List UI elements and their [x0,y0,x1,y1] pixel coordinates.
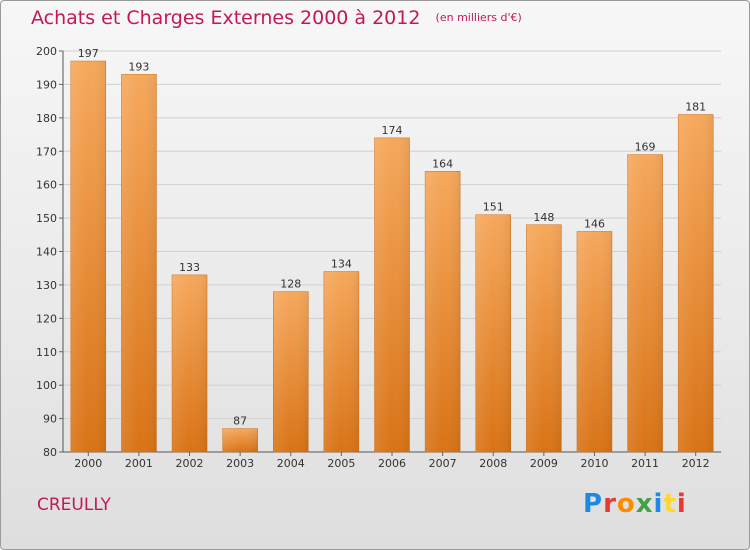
data-label-2012: 181 [685,100,706,113]
data-label-2007: 164 [432,157,453,170]
y-tick-label: 150 [36,212,57,225]
bar-shine-2010 [576,231,612,452]
x-tick-label-2012: 2012 [682,457,710,470]
bar-shine-2009 [526,224,562,452]
data-label-2003: 87 [233,415,247,428]
x-tick-label-2004: 2004 [277,457,305,470]
bar-shine-2002 [172,274,208,452]
data-label-2010: 146 [584,217,605,230]
y-tick-label: 110 [36,346,57,359]
x-tick-label-2002: 2002 [176,457,204,470]
x-tick-label-2008: 2008 [479,457,507,470]
bars [70,60,714,453]
bar-shine-2003 [222,428,258,452]
place-name: CREULLY [37,495,111,515]
y-tick-label: 160 [36,179,57,192]
y-tick-label: 200 [36,45,57,58]
logo-letter: i [676,489,687,519]
y-tick-label: 190 [36,78,57,91]
data-label-2000: 197 [78,47,99,60]
y-tick-label: 170 [36,145,57,158]
x-tick-label-2003: 2003 [226,457,254,470]
title-row: Achats et Charges Externes 2000 à 2012 (… [31,7,522,29]
bar-shine-2012 [678,114,714,452]
x-tick-label-2009: 2009 [530,457,558,470]
y-tick-label: 120 [36,312,57,325]
y-tick-label: 100 [36,379,57,392]
x-tick-label-2010: 2010 [580,457,608,470]
bar-shine-2004 [273,291,309,452]
data-label-2008: 151 [483,201,504,214]
x-tick-label-2001: 2001 [125,457,153,470]
data-label-2006: 174 [382,124,403,137]
x-tick-label-2011: 2011 [631,457,659,470]
x-tick-label-2006: 2006 [378,457,406,470]
bar-shine-2007 [425,171,461,453]
y-tick-label: 80 [43,446,57,459]
data-label-2001: 193 [128,60,149,73]
bar-shine-2006 [374,137,410,452]
y-tick-label: 130 [36,279,57,292]
logo-letter: t [663,489,677,519]
logo-letter: x [635,489,654,519]
y-tick-label: 140 [36,246,57,259]
x-tick-label-2000: 2000 [74,457,102,470]
chart-subtitle: (en milliers d'€) [435,11,522,24]
bar-shine-2008 [475,214,511,452]
data-label-2009: 148 [533,211,554,224]
chart-title: Achats et Charges Externes 2000 à 2012 [31,7,421,29]
data-label-2002: 133 [179,261,200,274]
proxiti-logo: Proxiti [583,489,687,519]
bar-shine-2001 [121,74,157,453]
bar-shine-2000 [70,61,106,453]
y-tick-label: 180 [36,112,57,125]
logo-letter: o [616,489,636,519]
data-label-2005: 134 [331,258,352,271]
bar-shine-2011 [627,154,663,452]
data-label-2011: 169 [635,141,656,154]
bar-shine-2005 [323,271,359,452]
x-tick-label-2005: 2005 [327,457,355,470]
data-label-2004: 128 [280,278,301,291]
logo-letter: i [653,489,664,519]
logo-letter: P [583,489,604,519]
logo-letter: r [603,489,617,519]
x-tick-label-2007: 2007 [429,457,457,470]
axes: 80 90 100 110 120 130 140 150 160 170 180 190 200 200… [36,45,721,470]
data-labels: 197 193 133 87 128 134 174 164 151 148 146 169 181 [78,47,706,428]
y-tick-label: 90 [43,413,57,426]
